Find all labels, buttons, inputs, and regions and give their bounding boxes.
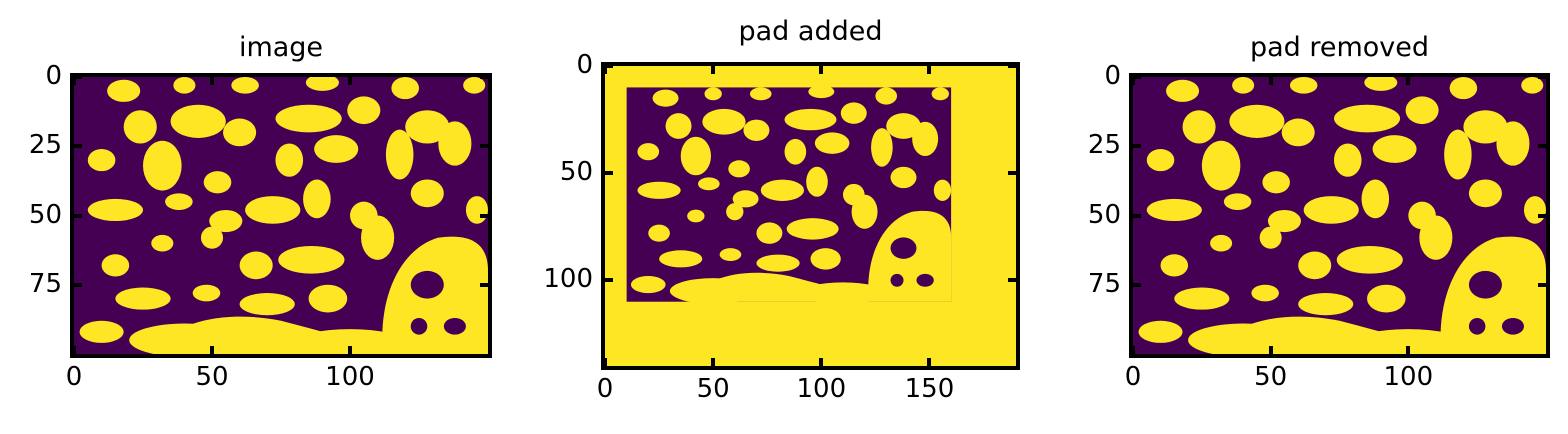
heatmap-axes <box>1129 73 1550 358</box>
x-tick-label: 150 <box>904 374 955 404</box>
heatmap-axes <box>70 73 492 358</box>
y-tick-mark <box>1129 75 1141 79</box>
y-tick-mark <box>1538 75 1550 79</box>
x-tick-mark <box>210 73 214 85</box>
y-tick-mark <box>1129 144 1141 149</box>
y-tick-label: 0 <box>1104 61 1121 91</box>
x-tick-mark <box>1268 73 1273 85</box>
y-tick-mark <box>1008 171 1020 176</box>
x-tick-label: 100 <box>796 374 847 404</box>
y-tick-mark <box>70 213 82 218</box>
y-tick-mark <box>480 213 492 218</box>
x-tick-label: 50 <box>696 374 730 404</box>
heatmap-image <box>1133 77 1546 354</box>
x-tick-mark <box>711 62 716 74</box>
x-tick-label: 50 <box>195 362 229 392</box>
chart-title: pad removed <box>1249 32 1430 63</box>
y-tick-mark <box>480 144 492 149</box>
y-tick-mark <box>1538 144 1550 149</box>
y-tick-label: 50 <box>1087 199 1121 230</box>
y-tick-mark <box>601 278 613 283</box>
chart-title: pad added <box>738 16 883 47</box>
y-tick-label: 0 <box>576 50 593 80</box>
y-tick-label: 75 <box>28 268 62 299</box>
y-tick-mark <box>601 171 613 176</box>
x-tick-mark <box>819 358 824 370</box>
y-tick-mark <box>601 64 613 68</box>
heatmap-image <box>605 66 1016 366</box>
y-tick-mark <box>480 75 492 79</box>
x-tick-label: 0 <box>596 374 614 404</box>
x-tick-mark <box>72 346 76 358</box>
y-tick-label: 100 <box>543 264 593 295</box>
y-tick-label: 50 <box>559 157 593 188</box>
x-tick-mark <box>711 358 716 370</box>
x-tick-mark <box>603 358 607 370</box>
x-tick-label: 100 <box>325 362 375 392</box>
y-tick-mark <box>1129 282 1141 287</box>
y-tick-mark <box>1129 213 1141 218</box>
y-tick-label: 50 <box>28 199 62 230</box>
x-tick-mark <box>1268 346 1273 358</box>
y-tick-mark <box>1008 278 1020 283</box>
y-tick-mark <box>1008 64 1020 68</box>
x-tick-mark <box>1406 73 1411 85</box>
y-tick-label: 0 <box>45 61 62 91</box>
x-tick-mark <box>1131 73 1135 85</box>
x-tick-label: 0 <box>65 362 83 392</box>
y-tick-label: 25 <box>1087 130 1121 161</box>
y-tick-mark <box>480 282 492 287</box>
x-tick-mark <box>1131 346 1135 358</box>
x-tick-mark <box>348 346 352 358</box>
x-tick-mark <box>927 62 932 74</box>
x-tick-label: 0 <box>1124 362 1142 392</box>
x-tick-mark <box>603 62 607 74</box>
x-tick-mark <box>72 73 76 85</box>
x-tick-mark <box>927 358 932 370</box>
x-tick-mark <box>819 62 824 74</box>
heatmap-image <box>74 77 488 354</box>
x-tick-mark <box>348 73 352 85</box>
x-tick-label: 50 <box>1254 362 1288 392</box>
y-tick-mark <box>1538 282 1550 287</box>
y-tick-mark <box>1538 213 1550 218</box>
y-tick-label: 25 <box>28 130 62 161</box>
x-tick-label: 100 <box>1383 362 1434 392</box>
y-tick-mark <box>70 144 82 149</box>
y-tick-label: 75 <box>1087 268 1121 299</box>
y-tick-mark <box>70 282 82 287</box>
x-tick-mark <box>210 346 214 358</box>
x-tick-mark <box>1406 346 1411 358</box>
heatmap-axes <box>601 62 1020 370</box>
chart-title: image <box>238 32 324 63</box>
y-tick-mark <box>70 75 82 79</box>
